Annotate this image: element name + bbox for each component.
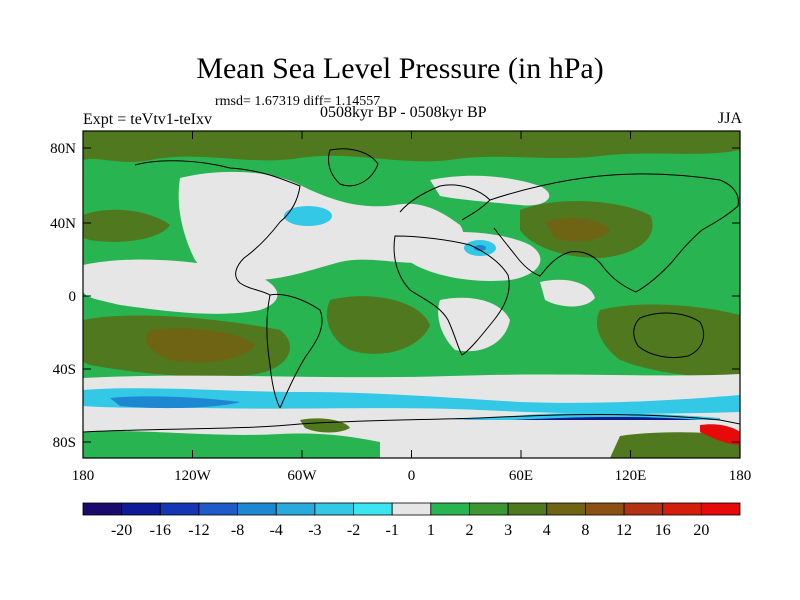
colorbar-swatch bbox=[623, 502, 664, 516]
field-africa-neutral bbox=[438, 297, 510, 352]
colorbar-label: 20 bbox=[693, 522, 709, 539]
field-sahara-neutral bbox=[400, 231, 541, 281]
colorbar-swatch bbox=[121, 502, 161, 516]
colorbar-label: 2 bbox=[465, 522, 473, 539]
colorbar-swatch bbox=[353, 502, 393, 516]
field-australia-olive bbox=[596, 304, 740, 377]
coast-north-america bbox=[134, 160, 301, 296]
colorbar-swatch bbox=[159, 502, 200, 516]
y-tick-label: 40S bbox=[53, 362, 76, 378]
colorbar-label: -1 bbox=[386, 522, 399, 539]
colorbar-label: -20 bbox=[111, 522, 132, 539]
colorbar-label: 8 bbox=[581, 522, 589, 539]
colorbar-label: -2 bbox=[347, 522, 360, 539]
field-antarctica-red bbox=[700, 424, 740, 445]
colorbar-label: 12 bbox=[616, 522, 632, 539]
colorbar-label: 16 bbox=[655, 522, 671, 539]
colorbar-swatch bbox=[700, 502, 741, 516]
coast-greenland bbox=[327, 148, 379, 187]
x-tick-label: 180 bbox=[72, 468, 95, 484]
y-tick-label: 0 bbox=[69, 289, 77, 305]
x-tick-label: 120W bbox=[174, 468, 212, 484]
plot-title: Mean Sea Level Pressure (in hPa) bbox=[196, 52, 604, 85]
field-mideast-low-core bbox=[474, 245, 486, 251]
field-npacific-olive bbox=[83, 209, 170, 242]
field-low-blue bbox=[110, 396, 240, 409]
x-tick-label: 0 bbox=[408, 468, 416, 484]
colorbar-label: -8 bbox=[231, 522, 244, 539]
coast-asia bbox=[489, 173, 739, 293]
experiment-label: Expt = teVtv1-teIxv bbox=[83, 111, 212, 128]
field-spacific-brown bbox=[146, 328, 255, 363]
y-tick-label: 80S bbox=[53, 435, 76, 451]
x-tick-label: 60W bbox=[287, 468, 317, 484]
colorbar-swatch bbox=[314, 502, 354, 516]
colorbar-swatch bbox=[585, 502, 625, 516]
colorbar-swatch bbox=[662, 502, 702, 516]
colorbar-swatch bbox=[546, 502, 586, 516]
time-period-label: 0508kyr BP - 0508kyr BP bbox=[320, 104, 487, 121]
field-asia-brown bbox=[545, 217, 610, 242]
colorbar-swatch bbox=[469, 502, 509, 516]
y-tick-label: 80N bbox=[50, 141, 76, 157]
colorbar-swatch bbox=[237, 502, 277, 516]
x-tick-label: 180 bbox=[729, 468, 752, 484]
coast-europe bbox=[399, 184, 491, 221]
colorbar-swatch bbox=[430, 502, 470, 516]
colorbar-swatch bbox=[507, 502, 548, 516]
colorbar-label: 1 bbox=[427, 522, 435, 539]
y-axis: 80N 40N 0 40S 80S bbox=[50, 141, 740, 451]
coastlines bbox=[83, 148, 740, 433]
colorbar-label: 3 bbox=[504, 522, 512, 539]
field-pacific-neutral bbox=[83, 259, 278, 314]
coast-south-america-west bbox=[266, 294, 281, 409]
field-low-cyan bbox=[83, 388, 740, 414]
coast-australia bbox=[633, 312, 704, 359]
field-indian-neutral bbox=[540, 279, 595, 307]
x-tick-label: 60E bbox=[509, 468, 533, 484]
field-antarctica-green bbox=[83, 431, 380, 458]
season-label: JJA bbox=[717, 110, 742, 127]
colorbar-label: -4 bbox=[270, 522, 283, 539]
y-tick-label: 40N bbox=[50, 216, 76, 232]
colorbar-label: -16 bbox=[150, 522, 171, 539]
colorbar-swatch bbox=[275, 502, 316, 516]
field-arctic-olive bbox=[83, 131, 740, 162]
x-axis: 180 120W 60W 0 60E 120E 180 bbox=[72, 131, 752, 484]
rmsd-diff-stats: rmsd= 1.67319 diff= 1.14557 bbox=[215, 94, 381, 109]
colorbar-swatch bbox=[391, 502, 432, 516]
x-tick-label: 120E bbox=[615, 468, 647, 484]
map-field bbox=[83, 131, 740, 458]
colorbar-label: -12 bbox=[188, 522, 209, 539]
colorbar-swatch bbox=[198, 502, 238, 516]
field-atlantic-low bbox=[284, 206, 332, 226]
colorbar: -20 -16 -12 -8 -4 -3 -2 -1 1 2 3 4 8 12 16 20 bbox=[82, 502, 741, 539]
field-antarctica-olive-east bbox=[610, 432, 740, 458]
colorbar-swatch bbox=[82, 502, 123, 516]
coast-antarctica bbox=[83, 414, 740, 433]
colorbar-label: 4 bbox=[543, 522, 551, 539]
field-europe-neutral bbox=[430, 175, 550, 206]
coast-africa bbox=[393, 235, 510, 356]
colorbar-label: -3 bbox=[308, 522, 321, 539]
field-satlantic-olive bbox=[326, 296, 430, 354]
coast-south-america bbox=[269, 293, 323, 409]
